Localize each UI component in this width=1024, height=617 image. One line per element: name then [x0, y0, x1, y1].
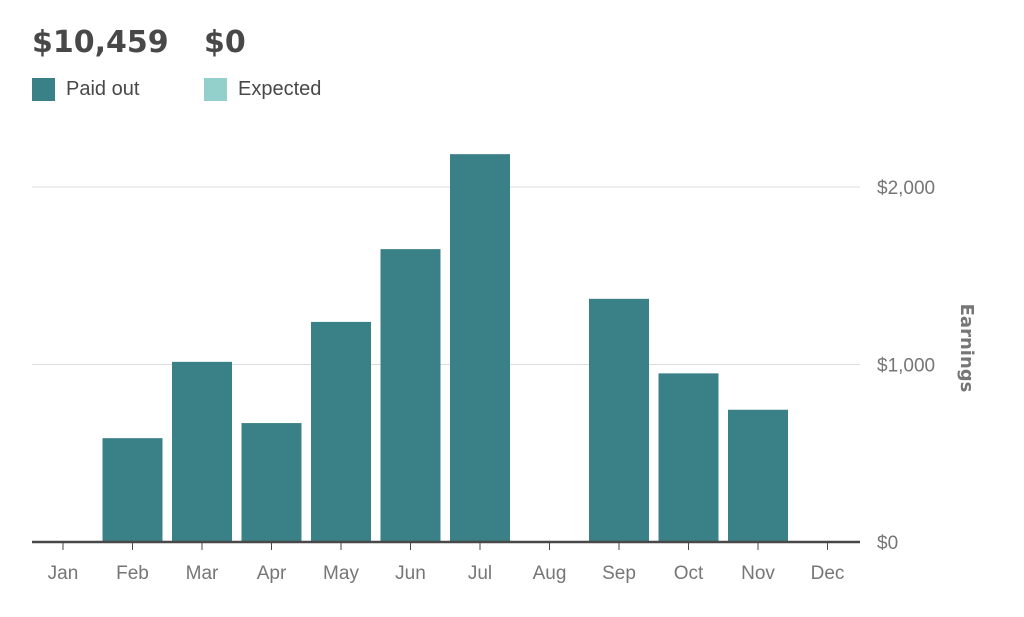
bar-oct-paid-out [658, 373, 719, 542]
legend-item-expected[interactable]: Expected [204, 78, 376, 101]
y-tick-label: $2,000 [877, 178, 935, 199]
paid-out-swatch [32, 78, 55, 101]
x-tick-label-oct: Oct [674, 563, 704, 584]
earnings-summary: $10,459 Paid out $0 Expected [32, 22, 376, 101]
paid-out-total: $10,459 [32, 25, 169, 60]
expected-total: $0 [204, 25, 246, 60]
bar-apr-paid-out [241, 423, 302, 542]
bar-nov-paid-out [728, 409, 788, 542]
x-tick-label-dec: Dec [811, 563, 845, 584]
x-tick-label-jun: Jun [395, 563, 426, 584]
x-tick-label-jul: Jul [468, 563, 492, 584]
bar-feb-paid-out [102, 438, 163, 542]
y-tick-label: $0 [877, 533, 898, 554]
bar-jun-paid-out [380, 249, 441, 542]
expected-summary: $0 Expected [204, 22, 376, 101]
gridlines [32, 186, 860, 365]
bars [102, 154, 788, 542]
x-tick-label-feb: Feb [116, 563, 149, 584]
paid-out-summary: $10,459 Paid out [32, 22, 204, 101]
y-axis-title: Earnings [956, 304, 977, 393]
x-tick-label-nov: Nov [741, 563, 775, 584]
legend-item-paid-out[interactable]: Paid out [32, 78, 204, 101]
y-axis-ticks: $0 $1,000 $2,000 [877, 178, 935, 554]
bar-jul-paid-out [450, 154, 510, 542]
bar-may-paid-out [311, 321, 371, 542]
x-tick-label-may: May [323, 563, 359, 584]
y-tick-label: $1,000 [877, 356, 935, 377]
expected-label: Expected [238, 78, 322, 100]
x-tick-label-mar: Mar [186, 563, 219, 584]
x-tick-label-aug: Aug [533, 563, 567, 584]
x-tick-label-jan: Jan [48, 563, 79, 584]
x-tick-label-sep: Sep [602, 563, 636, 584]
x-axis-ticks: Jan Feb Mar Apr May Jun Jul Aug Sep Oct Nov Dec [48, 542, 845, 584]
x-tick-label-apr: Apr [257, 563, 287, 584]
bar-mar-paid-out [172, 361, 232, 542]
paid-out-label: Paid out [66, 78, 140, 100]
expected-swatch [204, 78, 227, 101]
bar-sep-paid-out [589, 298, 649, 542]
